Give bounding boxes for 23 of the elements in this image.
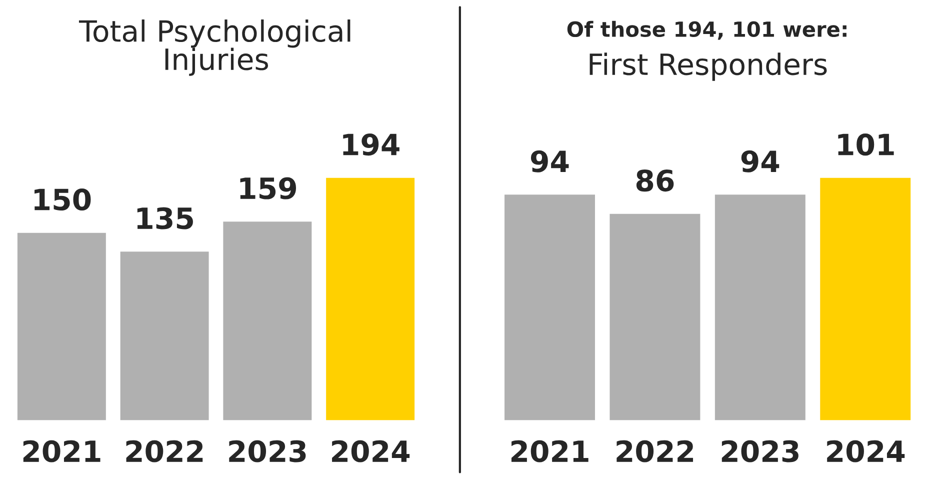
bar — [120, 252, 209, 420]
x-tick-label: 2024 — [332, 440, 410, 462]
data-label: 135 — [137, 207, 193, 230]
data-label: 101 — [838, 134, 894, 156]
data-label: 86 — [636, 170, 674, 192]
bar — [326, 178, 415, 420]
data-label: 159 — [240, 177, 296, 200]
data-label: 94 — [741, 150, 780, 172]
x-tick-label: 2024 — [827, 440, 905, 462]
bar — [17, 232, 106, 420]
data-label: 150 — [34, 188, 91, 211]
x-tick-label: 2021 — [23, 440, 100, 462]
bar — [223, 222, 312, 420]
chart-title: Total Psychological Injuries — [78, 19, 350, 76]
x-tick-label: 2023 — [229, 440, 306, 462]
chart-subtitle: Of those 194, 101 were: — [567, 20, 846, 40]
chart-title: First Responders — [590, 52, 827, 81]
x-tick-label: 2021 — [511, 440, 588, 462]
x-tick-label: 2022 — [126, 440, 203, 462]
x-tick-label: 2022 — [616, 440, 694, 462]
data-label: 94 — [530, 150, 569, 172]
x-tick-label: 2023 — [722, 440, 798, 462]
data-label: 194 — [343, 134, 400, 156]
